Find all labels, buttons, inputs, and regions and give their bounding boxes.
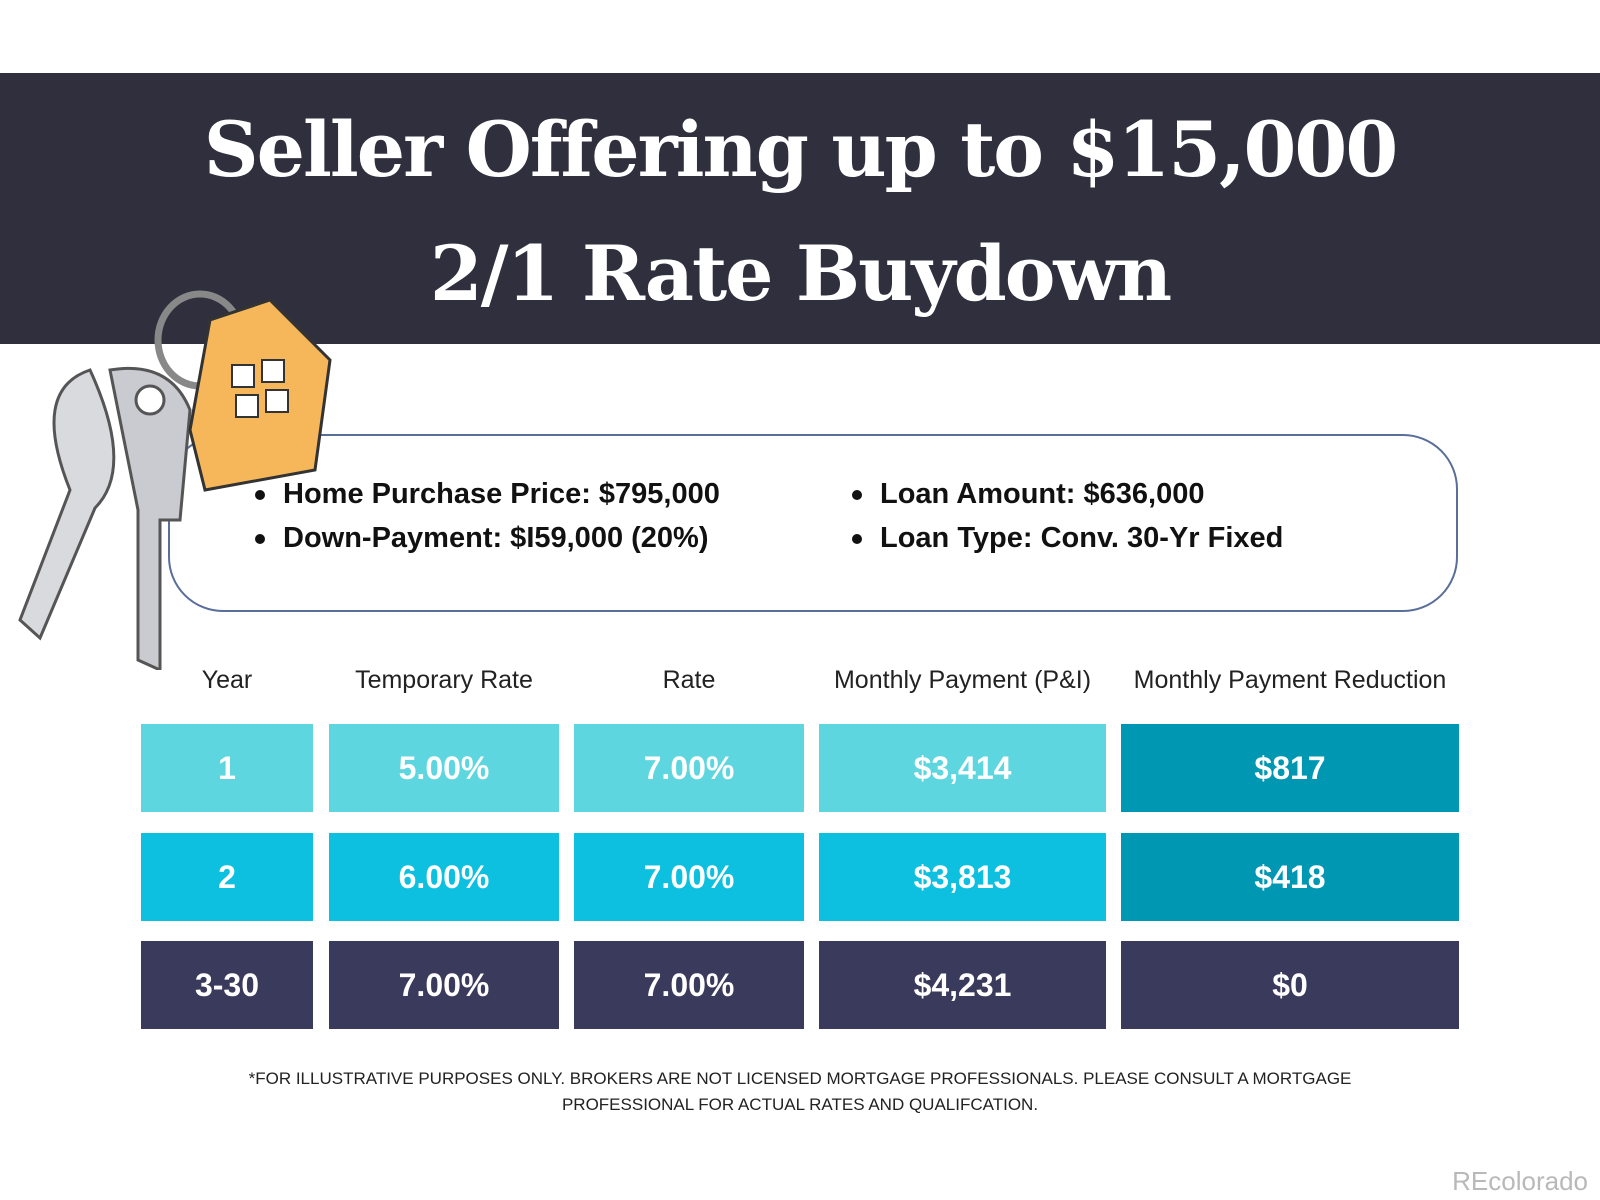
bullet	[852, 490, 862, 500]
table-cell: 2	[141, 833, 313, 921]
column-header: Year	[201, 666, 253, 694]
table-cell: $3,414	[819, 724, 1106, 812]
column-header: Monthly Payment (P&I)	[833, 666, 1092, 694]
column-header: Rate	[662, 666, 716, 694]
watermark: REcolorado	[1452, 1166, 1588, 1196]
title-line: 2/1 Rate Buydown	[429, 229, 1172, 318]
keys-illustration	[18, 290, 332, 670]
table-cell: 3-30	[141, 941, 313, 1029]
column-header: Temporary Rate	[355, 666, 533, 694]
header-band	[0, 73, 1600, 344]
table-cell: $4,231	[819, 941, 1106, 1029]
table-cell: 7.00%	[574, 833, 804, 921]
title-line: Seller Offering up to $15,000	[203, 105, 1398, 194]
bullet	[255, 534, 265, 544]
table-cell: $0	[1121, 941, 1459, 1029]
bullet	[852, 534, 862, 544]
detail-item: Loan Amount: $636,000	[880, 478, 1205, 510]
detail-item: Loan Type: Conv. 30-Yr Fixed	[880, 522, 1284, 554]
detail-item: Down-Payment: $I59,000 (20%)	[283, 522, 709, 554]
disclaimer-line: PROFESSIONAL FOR ACTUAL RATES AND QUALIF…	[561, 1095, 1039, 1114]
disclaimer-line: *FOR ILLUSTRATIVE PURPOSES ONLY. BROKERS…	[248, 1069, 1352, 1088]
column-header: Monthly Payment Reduction	[1133, 666, 1447, 694]
detail-item: Home Purchase Price: $795,000	[283, 478, 720, 510]
table-cell: 7.00%	[574, 724, 804, 812]
table-cell: 7.00%	[574, 941, 804, 1029]
table-cell: $817	[1121, 724, 1459, 812]
table-cell: 7.00%	[329, 941, 559, 1029]
table-cell: $418	[1121, 833, 1459, 921]
bullet	[255, 490, 265, 500]
table-cell: 6.00%	[329, 833, 559, 921]
table-cell: 1	[141, 724, 313, 812]
table-cell: $3,813	[819, 833, 1106, 921]
details-box	[168, 434, 1458, 612]
table-cell: 5.00%	[329, 724, 559, 812]
